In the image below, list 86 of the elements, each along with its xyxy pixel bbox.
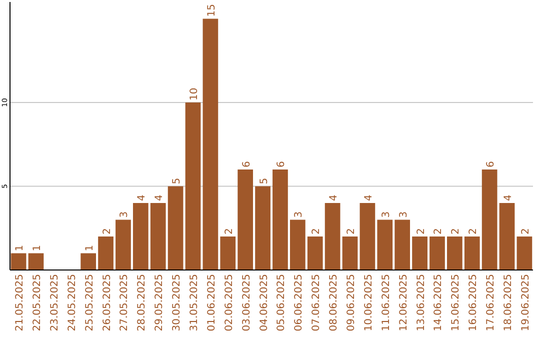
data-label: 1 bbox=[32, 244, 43, 252]
bar bbox=[360, 203, 376, 270]
x-tick-label: 30.05.2025 bbox=[172, 274, 183, 332]
data-label: 4 bbox=[328, 194, 340, 201]
x-tick-label: 26.05.2025 bbox=[102, 274, 113, 332]
x-tick-label: 09.06.2025 bbox=[346, 274, 357, 332]
data-label: 3 bbox=[380, 211, 392, 218]
x-tick-label: 04.06.2025 bbox=[258, 274, 270, 332]
data-label: 6 bbox=[486, 161, 497, 168]
data-label: 2 bbox=[468, 228, 480, 234]
x-tick-label: 11.06.2025 bbox=[380, 274, 392, 332]
bar bbox=[132, 203, 148, 270]
x-tick-label: 01.06.2025 bbox=[206, 274, 218, 332]
x-tick-label: 23.05.2025 bbox=[49, 274, 60, 332]
data-label: 2 bbox=[520, 228, 532, 234]
x-tick-label: 25.05.2025 bbox=[84, 274, 96, 332]
bar bbox=[255, 186, 270, 270]
bar bbox=[464, 236, 480, 270]
data-label: 2 bbox=[450, 228, 462, 234]
data-label: 4 bbox=[136, 194, 148, 201]
data-label: 15 bbox=[206, 4, 218, 17]
data-label: 6 bbox=[241, 161, 252, 168]
data-label: 2 bbox=[416, 228, 427, 234]
data-label: 10 bbox=[189, 88, 200, 100]
x-tick-label: 12.06.2025 bbox=[398, 274, 410, 332]
x-tick-label: 13.06.2025 bbox=[416, 274, 427, 332]
data-label: 4 bbox=[154, 194, 166, 201]
bar bbox=[202, 18, 218, 270]
data-label: 4 bbox=[363, 194, 374, 201]
bar bbox=[446, 236, 462, 270]
bar bbox=[168, 186, 184, 270]
bar bbox=[150, 203, 166, 270]
data-label: 4 bbox=[503, 194, 514, 201]
x-tick-label: 08.06.2025 bbox=[328, 274, 340, 332]
x-tick-label: 18.06.2025 bbox=[503, 274, 514, 332]
data-label: 2 bbox=[433, 228, 444, 234]
x-tick-label: 19.06.2025 bbox=[520, 274, 532, 332]
bar bbox=[10, 253, 26, 270]
bar bbox=[430, 236, 445, 270]
bar bbox=[499, 203, 515, 270]
data-label: 1 bbox=[84, 244, 96, 252]
x-tick-label: 29.05.2025 bbox=[154, 274, 166, 332]
x-tick-label: 17.06.2025 bbox=[486, 274, 497, 332]
bar bbox=[394, 220, 410, 270]
x-tick-label: 22.05.2025 bbox=[32, 274, 43, 332]
x-tick-label: 28.05.2025 bbox=[136, 274, 148, 332]
bar bbox=[28, 253, 44, 270]
bar bbox=[516, 236, 532, 270]
bar bbox=[238, 170, 254, 270]
bar bbox=[412, 236, 428, 270]
data-label: 1 bbox=[14, 244, 26, 252]
x-tick-label: 31.05.2025 bbox=[189, 274, 200, 332]
data-label: 2 bbox=[311, 228, 322, 234]
x-tick-label: 21.05.2025 bbox=[14, 274, 26, 332]
x-tick-label: 06.06.2025 bbox=[294, 274, 305, 332]
x-tick-label: 14.06.2025 bbox=[433, 274, 444, 332]
x-tick-label: 05.06.2025 bbox=[276, 274, 288, 332]
bar bbox=[116, 220, 131, 270]
data-label: 3 bbox=[119, 211, 130, 218]
x-tick-label: 03.06.2025 bbox=[241, 274, 252, 332]
data-label: 3 bbox=[294, 211, 305, 218]
bar bbox=[342, 236, 358, 270]
x-tick-label: 10.06.2025 bbox=[363, 274, 374, 332]
bar bbox=[307, 236, 323, 270]
data-label: 2 bbox=[346, 228, 357, 234]
bar bbox=[220, 236, 236, 270]
x-tick-label: 27.05.2025 bbox=[119, 274, 130, 332]
bar bbox=[98, 236, 114, 270]
data-label: 2 bbox=[102, 228, 113, 234]
data-label: 5 bbox=[172, 178, 183, 184]
bar bbox=[482, 170, 498, 270]
x-tick-label: 16.06.2025 bbox=[468, 274, 480, 332]
bar bbox=[377, 220, 393, 270]
bar bbox=[324, 203, 340, 270]
x-tick-label: 02.06.2025 bbox=[224, 274, 235, 332]
bar bbox=[290, 220, 306, 270]
bar bbox=[80, 253, 96, 270]
data-label: 2 bbox=[224, 228, 235, 234]
data-label: 5 bbox=[258, 178, 270, 184]
data-label: 6 bbox=[276, 161, 288, 168]
data-label: 3 bbox=[398, 211, 410, 218]
x-tick-label: 15.06.2025 bbox=[450, 274, 462, 332]
x-tick-label: 07.06.2025 bbox=[311, 274, 322, 332]
x-tick-label: 24.05.2025 bbox=[66, 274, 78, 332]
bar bbox=[272, 170, 288, 270]
bar bbox=[185, 102, 201, 270]
